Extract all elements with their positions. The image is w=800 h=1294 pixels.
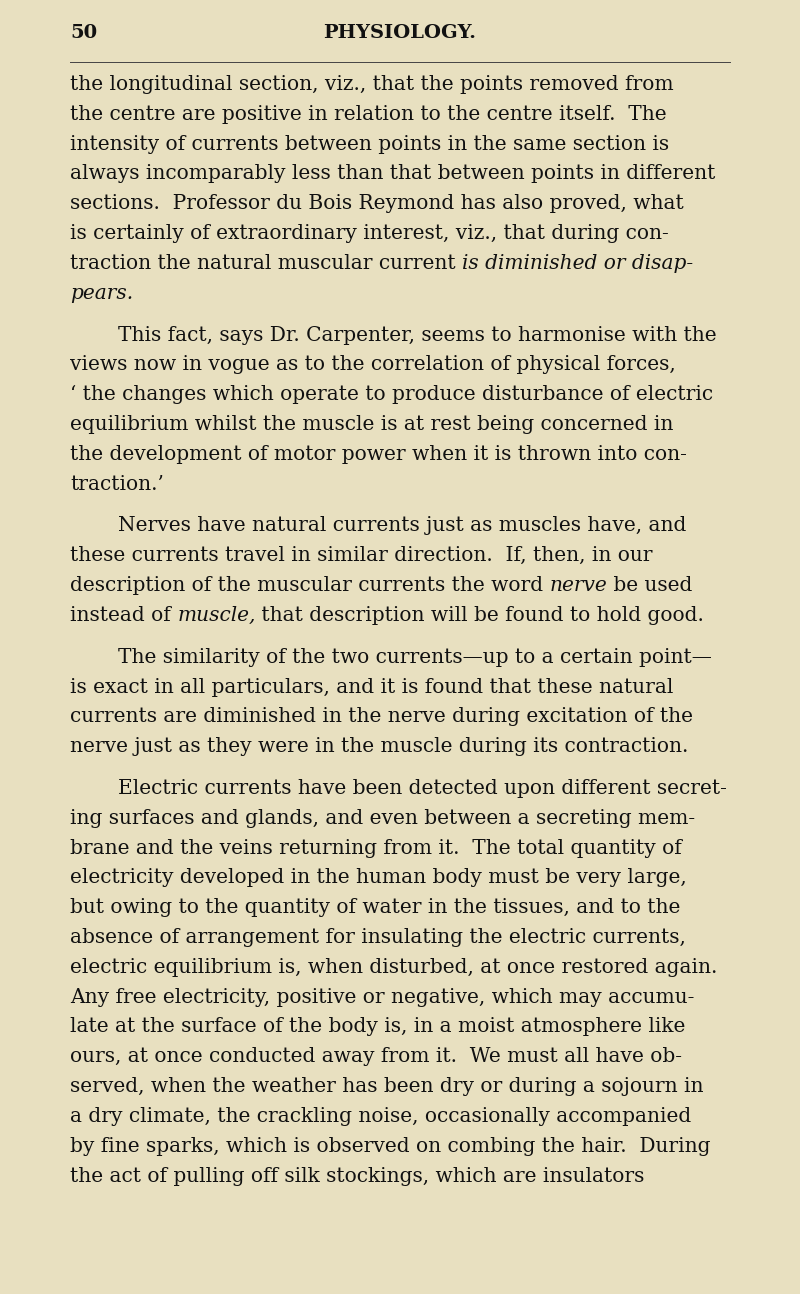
Text: always incomparably less than that between points in different: always incomparably less than that betwe…: [70, 164, 715, 184]
Text: sections.  Professor du Bois Reymond has also proved, what: sections. Professor du Bois Reymond has …: [70, 194, 684, 214]
Text: views now in vogue as to the correlation of physical forces,: views now in vogue as to the correlation…: [70, 356, 676, 374]
Text: served, when the weather has been dry or during a sojourn in: served, when the weather has been dry or…: [70, 1077, 703, 1096]
Text: traction.’: traction.’: [70, 475, 164, 493]
Text: Any free electricity, positive or negative, which may accumu-: Any free electricity, positive or negati…: [70, 987, 694, 1007]
Text: that description will be found to hold good.: that description will be found to hold g…: [255, 606, 704, 625]
Text: the development of motor power when it is thrown into con-: the development of motor power when it i…: [70, 445, 687, 463]
Text: 50: 50: [70, 25, 97, 41]
Text: instead of: instead of: [70, 606, 177, 625]
Text: The similarity of the two currents—up to a certain point—: The similarity of the two currents—up to…: [118, 648, 712, 666]
Text: absence of arrangement for insulating the electric currents,: absence of arrangement for insulating th…: [70, 928, 686, 947]
Text: This fact, says Dr. Carpenter, seems to harmonise with the: This fact, says Dr. Carpenter, seems to …: [118, 326, 717, 344]
Text: currents are diminished in the nerve during excitation of the: currents are diminished in the nerve dur…: [70, 708, 693, 726]
Text: is exact in all particulars, and it is found that these natural: is exact in all particulars, and it is f…: [70, 678, 674, 696]
Text: equilibrium whilst the muscle is at rest being concerned in: equilibrium whilst the muscle is at rest…: [70, 415, 674, 433]
Text: late at the surface of the body is, in a moist atmosphere like: late at the surface of the body is, in a…: [70, 1017, 686, 1036]
Text: ‘ the changes which operate to produce disturbance of electric: ‘ the changes which operate to produce d…: [70, 386, 713, 404]
Text: description of the muscular currents the word: description of the muscular currents the…: [70, 576, 550, 595]
Text: the act of pulling off silk stockings, which are insulators: the act of pulling off silk stockings, w…: [70, 1166, 644, 1185]
Text: intensity of currents between points in the same section is: intensity of currents between points in …: [70, 135, 669, 154]
Text: is diminished or disap-: is diminished or disap-: [462, 254, 693, 273]
Text: Electric currents have been detected upon different secret-: Electric currents have been detected upo…: [118, 779, 727, 798]
Text: be used: be used: [607, 576, 693, 595]
Text: ours, at once conducted away from it.  We must all have ob-: ours, at once conducted away from it. We…: [70, 1047, 682, 1066]
Text: the longitudinal section, viz., that the points removed from: the longitudinal section, viz., that the…: [70, 75, 674, 94]
Text: traction the natural muscular current: traction the natural muscular current: [70, 254, 462, 273]
Text: pears.: pears.: [70, 283, 133, 303]
Text: ing surfaces and glands, and even between a secreting mem-: ing surfaces and glands, and even betwee…: [70, 809, 695, 828]
Text: the centre are positive in relation to the centre itself.  The: the centre are positive in relation to t…: [70, 105, 666, 124]
Text: but owing to the quantity of water in the tissues, and to the: but owing to the quantity of water in th…: [70, 898, 680, 917]
Text: muscle,: muscle,: [177, 606, 255, 625]
Text: brane and the veins returning from it.  The total quantity of: brane and the veins returning from it. T…: [70, 839, 682, 858]
Text: PHYSIOLOGY.: PHYSIOLOGY.: [323, 25, 477, 41]
Text: is certainly of extraordinary interest, viz., that during con-: is certainly of extraordinary interest, …: [70, 224, 669, 243]
Text: Nerves have natural currents just as muscles have, and: Nerves have natural currents just as mus…: [118, 516, 686, 536]
Text: nerve just as they were in the muscle during its contraction.: nerve just as they were in the muscle du…: [70, 738, 688, 756]
Text: nerve: nerve: [550, 576, 607, 595]
Text: by fine sparks, which is observed on combing the hair.  During: by fine sparks, which is observed on com…: [70, 1136, 710, 1156]
Text: these currents travel in similar direction.  If, then, in our: these currents travel in similar directi…: [70, 546, 653, 565]
Text: a dry climate, the crackling noise, occasionally accompanied: a dry climate, the crackling noise, occa…: [70, 1106, 691, 1126]
Text: electricity developed in the human body must be very large,: electricity developed in the human body …: [70, 868, 686, 888]
Text: electric equilibrium is, when disturbed, at once restored again.: electric equilibrium is, when disturbed,…: [70, 958, 718, 977]
